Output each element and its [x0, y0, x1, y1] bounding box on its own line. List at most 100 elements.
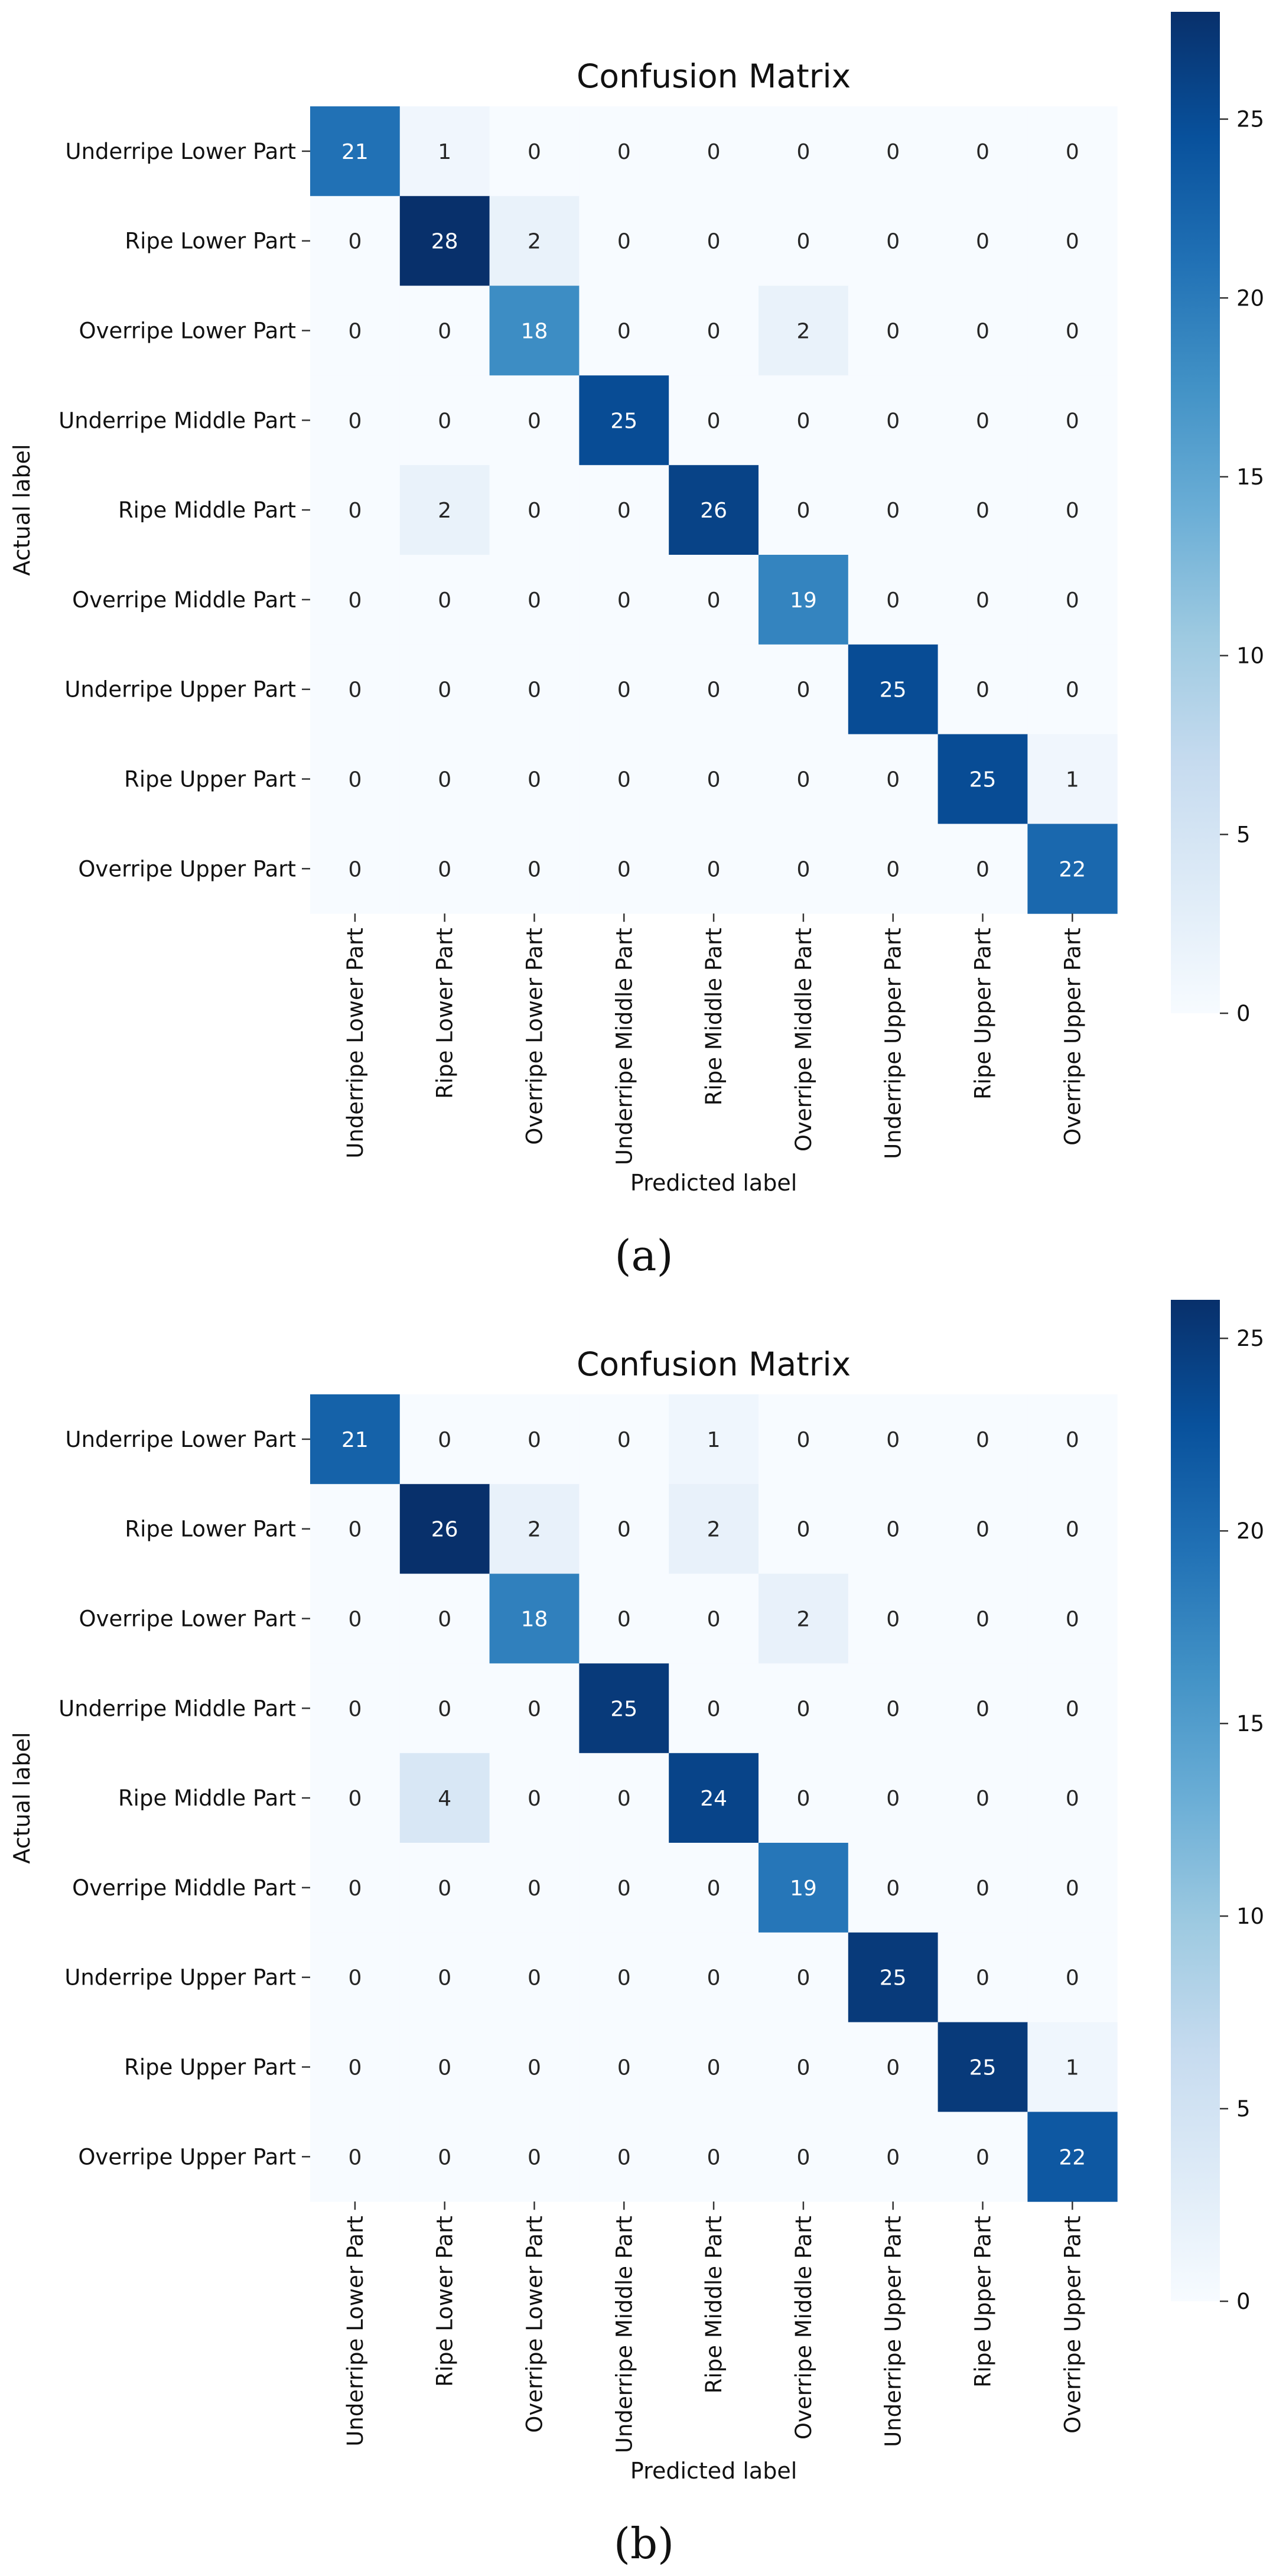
heatmap-cell-r5-c7 [848, 465, 939, 555]
heatmap-cell-r8-c9 [1027, 734, 1118, 824]
heatmap-cell-r3-c4 [579, 1573, 669, 1664]
cell-value-r4-c7: 0 [886, 409, 900, 433]
cell-value-r1-c3: 0 [528, 1428, 541, 1452]
cell-value-r8-c9: 1 [1066, 768, 1079, 792]
x-tick-label-4: Underripe Middle Part [611, 2216, 637, 2453]
y-tick-label-7: Underripe Upper Part [64, 1965, 296, 1990]
cell-value-r1-c6: 0 [796, 1428, 810, 1452]
heatmap-cell-r3-c6 [759, 1573, 849, 1664]
cell-value-r2-c7: 0 [886, 230, 900, 254]
heatmap-cell-r2-c3 [489, 1484, 580, 1575]
heatmap-cell-r6-c2 [399, 555, 490, 645]
heatmap-cell-r9-c4 [579, 824, 669, 914]
heatmap-cell-r7-c5 [669, 1932, 759, 2023]
colorbar-tick-label-3: 10 [1236, 1904, 1264, 1929]
heatmap-cell-r2-c7 [848, 1484, 939, 1575]
cell-value-r8-c5: 0 [707, 768, 721, 792]
heatmap-cell-r4-c5 [669, 375, 759, 466]
cell-value-r9-c1: 0 [348, 857, 362, 882]
cell-value-r4-c2: 0 [438, 409, 451, 433]
cell-value-r4-c1: 0 [348, 1697, 362, 1721]
cell-value-r2-c9: 0 [1066, 230, 1079, 254]
cell-value-r1-c6: 0 [796, 140, 810, 164]
heatmap-cell-r8-c6 [759, 734, 849, 824]
cell-value-r7-c8: 0 [976, 678, 989, 702]
x-tick-label-3: Overripe Lower Part [522, 928, 548, 1145]
heatmap-cell-r3-c9 [1027, 1573, 1118, 1664]
cell-value-r8-c5: 0 [707, 2056, 721, 2080]
heatmap-cell-r9-c8 [938, 824, 1028, 914]
cell-value-r7-c8: 0 [976, 1966, 989, 1990]
cell-value-r3-c7: 0 [886, 1608, 900, 1632]
cell-value-r3-c6: 2 [796, 1608, 810, 1632]
cell-value-r6-c4: 0 [617, 588, 631, 613]
cell-value-r2-c8: 0 [976, 230, 989, 254]
x-tick-label-3: Overripe Lower Part [522, 2216, 548, 2433]
cell-value-r9-c9: 22 [1059, 2145, 1086, 2170]
cell-value-r8-c7: 0 [886, 768, 900, 792]
heatmap-cell-r9-c5 [669, 2112, 759, 2202]
cell-value-r6-c2: 0 [438, 588, 451, 613]
x-tick-label-9: Overripe Upper Part [1060, 2216, 1085, 2434]
chart-title: Confusion Matrix [577, 57, 851, 95]
cell-value-r6-c5: 0 [707, 588, 721, 613]
cell-value-r8-c3: 0 [528, 768, 541, 792]
heatmap-cell-r7-c2 [399, 1932, 490, 2023]
heatmap-cell-r6-c7 [848, 1843, 939, 1933]
cell-value-r8-c6: 0 [796, 2056, 810, 2080]
cell-value-r1-c8: 0 [976, 1428, 989, 1452]
cell-value-r7-c3: 0 [528, 1966, 541, 1990]
heatmap-cell-r6-c2 [399, 1843, 490, 1933]
cell-value-r3-c1: 0 [348, 1608, 362, 1632]
heatmap-cell-r5-c2 [399, 465, 490, 555]
heatmap-cell-r4-c4 [579, 375, 669, 466]
cell-value-r6-c3: 0 [528, 588, 541, 613]
heatmap-cell-r2-c6 [759, 1484, 849, 1575]
heatmap-cell-r2-c8 [938, 196, 1028, 287]
heatmap-cell-r8-c1 [310, 2022, 401, 2112]
heatmap-cell-r8-c8 [938, 2022, 1028, 2112]
cell-value-r7-c3: 0 [528, 678, 541, 702]
heatmap-cell-r2-c2 [399, 1484, 490, 1575]
cell-value-r9-c8: 0 [976, 2145, 989, 2170]
y-axis-label: Actual label [9, 444, 35, 576]
x-tick-label-4: Underripe Middle Part [611, 928, 637, 1165]
y-tick-label-5: Ripe Middle Part [118, 1785, 296, 1811]
heatmap-cell-r3-c3 [489, 1573, 580, 1664]
heatmap-cell-r8-c3 [489, 734, 580, 824]
heatmap-cell-r6-c4 [579, 1843, 669, 1933]
heatmap-cell-r9-c4 [579, 2112, 669, 2202]
cell-value-r1-c7: 0 [886, 140, 900, 164]
cell-value-r5-c9: 0 [1066, 499, 1079, 523]
heatmap-cell-r1-c9 [1027, 1394, 1118, 1485]
heatmap-cell-r9-c1 [310, 2112, 401, 2202]
heatmap-cell-r7-c4 [579, 644, 669, 735]
cell-value-r3-c1: 0 [348, 320, 362, 344]
cell-value-r5-c4: 0 [617, 1787, 631, 1811]
heatmap-cell-r7-c8 [938, 644, 1028, 735]
heatmap-cell-r4-c8 [938, 1663, 1028, 1754]
cell-value-r5-c6: 0 [796, 499, 810, 523]
cell-value-r4-c6: 0 [796, 1697, 810, 1721]
cell-value-r7-c6: 0 [796, 678, 810, 702]
heatmap-cell-r9-c1 [310, 824, 401, 914]
y-tick-label-4: Underripe Middle Part [58, 1696, 296, 1721]
heatmap-cell-r5-c2 [399, 1753, 490, 1843]
cell-value-r5-c8: 0 [976, 1787, 989, 1811]
heatmap-cell-r2-c1 [310, 1484, 401, 1575]
heatmap-cell-r8-c6 [759, 2022, 849, 2112]
heatmap-cell-r6-c8 [938, 1843, 1028, 1933]
cell-value-r2-c3: 2 [528, 1518, 541, 1542]
cell-value-r1-c2: 1 [438, 140, 451, 164]
cell-value-r1-c5: 1 [707, 1428, 721, 1452]
cell-value-r1-c1: 21 [341, 140, 369, 164]
heatmap-cell-r7-c1 [310, 644, 401, 735]
heatmap-cell-r3-c1 [310, 1573, 401, 1664]
heatmap-cell-r8-c2 [399, 2022, 490, 2112]
cell-value-r2-c4: 0 [617, 1518, 631, 1542]
heatmap-cell-r9-c7 [848, 824, 939, 914]
heatmap-cell-r4-c2 [399, 375, 490, 466]
heatmap-cell-r4-c6 [759, 1663, 849, 1754]
y-tick-label-5: Ripe Middle Part [118, 497, 296, 523]
heatmap-cell-r6-c1 [310, 555, 401, 645]
